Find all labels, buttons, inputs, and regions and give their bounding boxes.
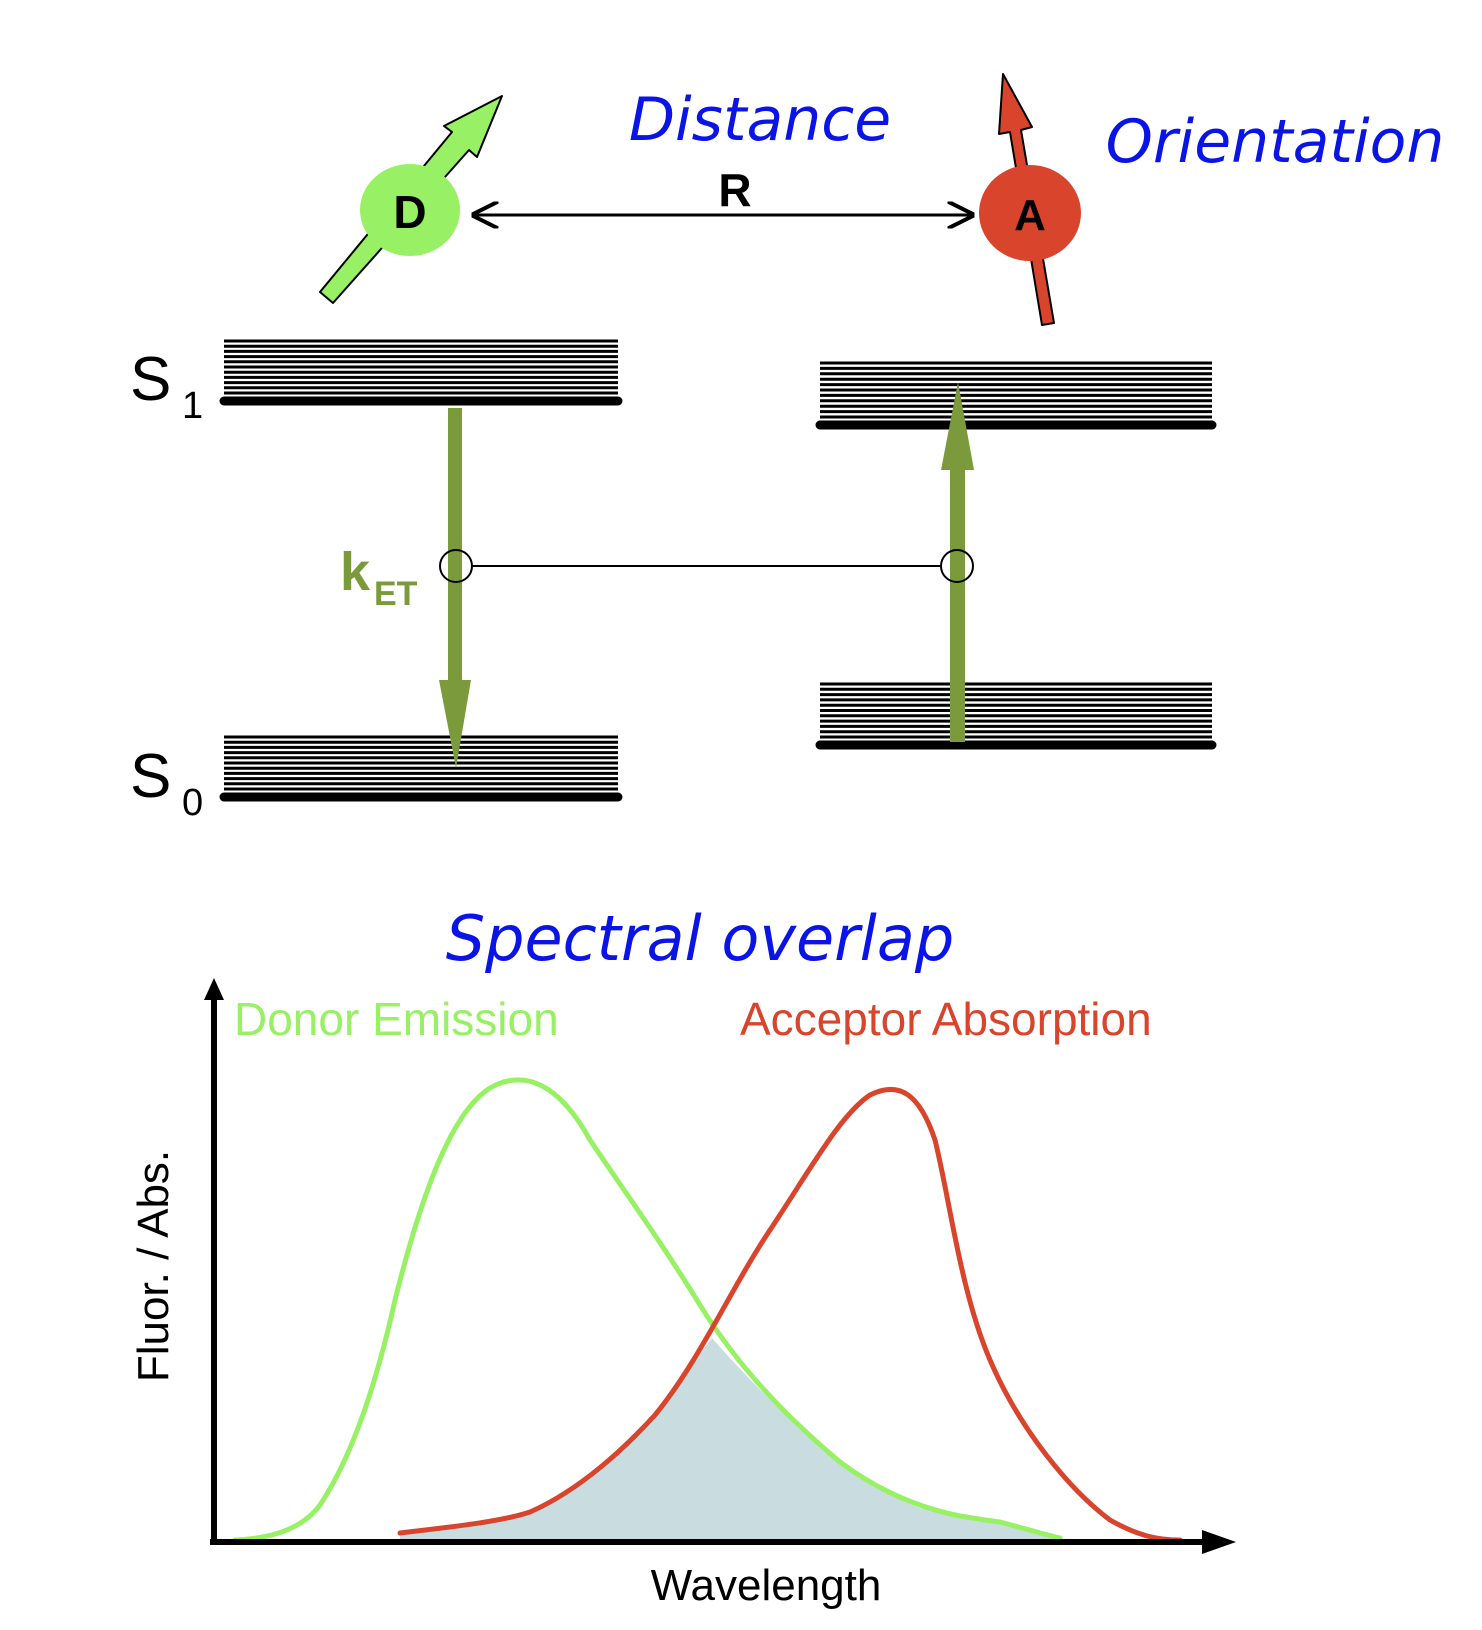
donor-s1-level-stack [219, 339, 623, 406]
donor-label: D [393, 186, 426, 238]
s1-label: S 1 [130, 345, 203, 427]
spectral-overlap-title: Spectral overlap [446, 902, 955, 975]
distance-r-label: R [718, 164, 751, 216]
x-axis-arrowhead-icon [1202, 1530, 1236, 1554]
donor-s0-level-stack [219, 735, 623, 802]
acceptor-absorption-curve [397, 1086, 1183, 1543]
donor-emission-legend: Donor Emission [234, 993, 559, 1045]
acceptor-label: A [1014, 191, 1046, 240]
s1-subscript: 1 [182, 385, 203, 427]
donor-circle [360, 164, 460, 256]
acceptor-s1-level-stack [815, 361, 1217, 430]
donor-emission-curve [232, 1077, 1063, 1543]
spectral-overlap-region [400, 1338, 1060, 1540]
s0-subscript: 0 [182, 782, 203, 824]
acceptor-coupling-node [940, 549, 974, 583]
ket-label: k ET [340, 542, 418, 613]
donor-emission-arrow [439, 408, 471, 768]
acceptor-circle [979, 165, 1081, 261]
s0-letter: S [130, 742, 171, 811]
donor-coupling-node [439, 549, 473, 583]
ket-letter: k [340, 542, 371, 602]
s0-label: S 0 [130, 742, 203, 824]
acceptor-s0-level-stack [815, 682, 1217, 750]
acceptor-absorption-legend: Acceptor Absorption [740, 993, 1152, 1045]
acceptor-absorption-arrow [941, 382, 974, 742]
orientation-label: Orientation [1106, 107, 1445, 177]
ket-subscript: ET [374, 575, 418, 613]
distance-label: Distance [629, 85, 891, 155]
energy-level-diagram [219, 339, 1217, 802]
y-axis-label: Fluor. / Abs. [129, 1150, 178, 1382]
y-axis-arrowhead-icon [204, 978, 224, 1000]
s1-letter: S [130, 345, 171, 414]
x-axis-label: Wavelength [651, 1561, 882, 1610]
